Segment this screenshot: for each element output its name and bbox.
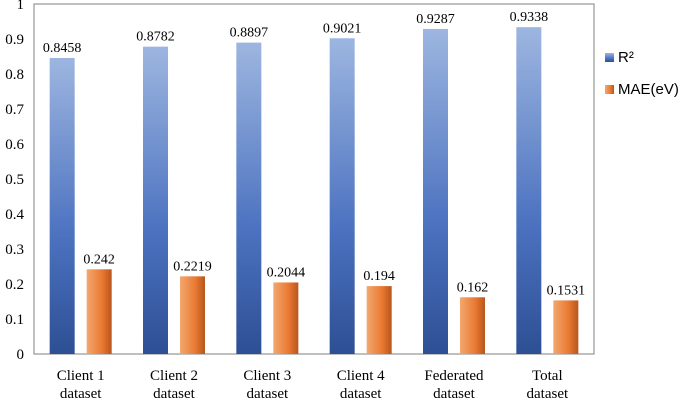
bar-r2: [516, 27, 542, 354]
bar-r2: [329, 38, 355, 354]
bar-r2: [423, 28, 448, 355]
y-tick-label: 1: [17, 0, 25, 13]
data-label: 0.9287: [416, 12, 455, 27]
y-axis: 0 0.1 0.2 0.3 0.4 0.5 0.6 0.7 0.8 0.9 1: [5, 0, 24, 363]
data-label: 0.9338: [510, 10, 549, 25]
y-tick-label: 0.1: [5, 312, 24, 328]
bar-mae: [366, 286, 392, 354]
y-tick-label: 0.6: [5, 137, 24, 153]
bar-r2: [143, 46, 168, 354]
bar-mae: [273, 282, 299, 354]
value-labels: 0.8458 0.242 0.8782 0.2219 0.8897 0.2044 0.902…: [43, 10, 585, 298]
data-label: 0.9021: [323, 21, 362, 36]
category-label: Total dataset: [527, 368, 569, 402]
y-tick-label: 0.5: [5, 172, 24, 188]
bar-r2: [49, 57, 75, 354]
category-label: Client 2 dataset: [150, 368, 198, 402]
data-label: 0.8897: [230, 26, 269, 41]
data-label: 0.1531: [547, 283, 586, 298]
category-label: Federated dataset: [424, 368, 484, 402]
legend-label-r2: R²: [618, 49, 634, 66]
bar-mae: [180, 276, 205, 354]
bar-mae: [460, 297, 485, 354]
category-label: Client 4 dataset: [337, 368, 385, 402]
category-label: Client 3 dataset: [243, 368, 291, 402]
bar-r2: [236, 42, 262, 354]
legend-swatch-mae: [605, 85, 614, 94]
legend: R² MAE(eV): [605, 49, 679, 98]
y-tick-label: 0.9: [5, 32, 24, 48]
y-tick-label: 0.8: [5, 67, 24, 83]
data-label: 0.194: [363, 269, 395, 284]
legend-swatch-r2: [605, 53, 614, 62]
data-label: 0.8458: [43, 41, 82, 56]
y-tick-label: 0.4: [5, 207, 24, 223]
y-tick-label: 0: [17, 347, 25, 363]
x-axis: Client 1 dataset Client 2 dataset Client 3 da…: [57, 368, 569, 402]
plot-frame: [33, 3, 595, 355]
y-tick-label: 0.3: [5, 242, 24, 258]
data-label: 0.8782: [136, 30, 175, 45]
y-tick-label: 0.7: [5, 102, 24, 118]
bar-mae: [86, 269, 112, 354]
y-tick-label: 0.2: [5, 277, 24, 293]
data-label: 0.2044: [267, 265, 306, 280]
legend-label-mae: MAE(eV): [618, 81, 679, 98]
bars: [49, 27, 579, 355]
category-label: Client 1 dataset: [57, 368, 105, 402]
data-label: 0.2219: [173, 259, 212, 274]
data-label: 0.162: [457, 280, 489, 295]
bar-mae: [553, 300, 579, 354]
data-label: 0.242: [83, 252, 115, 267]
